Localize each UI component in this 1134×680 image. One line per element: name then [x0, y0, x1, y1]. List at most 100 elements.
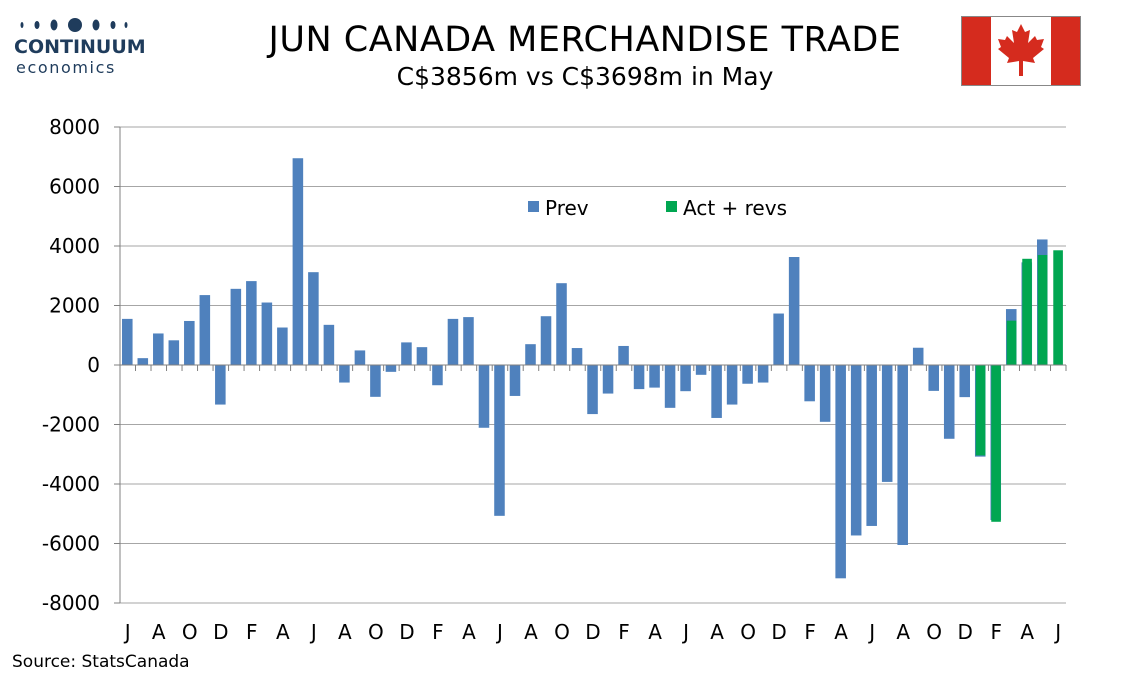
x-tick-label: A [648, 620, 662, 644]
x-tick-label: O [368, 620, 384, 644]
x-tick-label: J [1053, 620, 1061, 644]
bar-prev [773, 313, 784, 365]
y-tick-label: -2000 [42, 413, 100, 437]
bar-prev [246, 281, 257, 365]
x-tick-label: D [213, 620, 228, 644]
bar-prev [649, 365, 660, 388]
bar-prev [943, 365, 955, 439]
y-tick-label: 6000 [49, 175, 100, 199]
bar-act-revs [1022, 258, 1032, 365]
legend: Prev Act + revs [528, 196, 787, 220]
x-tick-label: A [338, 620, 352, 644]
bar-prev [695, 365, 707, 375]
bar-prev [199, 295, 211, 365]
bar-prev [323, 324, 335, 365]
x-tick-label: F [618, 620, 630, 644]
grid-lines [120, 126, 1066, 604]
bar-prev [928, 365, 939, 391]
bar-prev [494, 365, 505, 516]
bar-prev [835, 365, 846, 579]
bar-prev [478, 365, 490, 428]
x-tick-label: A [524, 620, 538, 644]
bar-prev [587, 365, 598, 415]
bar-prev [292, 158, 304, 365]
bar-prev [726, 365, 738, 405]
x-tick-label: D [771, 620, 786, 644]
bar-prev [711, 365, 722, 418]
axes [114, 126, 1067, 604]
x-tick-label: D [585, 620, 600, 644]
y-tick-label: -8000 [42, 591, 100, 615]
bar-prev [571, 348, 583, 365]
x-tick-label: F [246, 620, 258, 644]
bar-prev [168, 340, 180, 365]
chart-subtitle: C$3856m vs C$3698m in May [396, 62, 774, 91]
bar-prev [432, 365, 443, 386]
bar-prev [370, 365, 381, 397]
bar-prev [339, 365, 350, 383]
bar-act-revs [1053, 250, 1063, 365]
bar-prev [509, 365, 521, 396]
x-tick-label: O [182, 620, 198, 644]
bar-prev [618, 345, 629, 365]
bar-prev [633, 365, 645, 390]
bar-act-revs [991, 365, 1001, 522]
y-tick-label: -4000 [42, 472, 100, 496]
bar-prev [308, 272, 319, 365]
x-tick-label: O [554, 620, 570, 644]
bar-act-revs [1006, 320, 1017, 365]
x-tick-label: A [1020, 620, 1034, 644]
bar-prev [401, 342, 412, 365]
legend-swatch-act-revs [666, 201, 677, 212]
x-tick-label: J [495, 620, 503, 644]
bar-prev [463, 317, 474, 365]
legend-label-prev: Prev [545, 196, 589, 220]
chart-title: JUN CANADA MERCHANDISE TRADE [268, 20, 902, 60]
x-tick-label: O [926, 620, 942, 644]
x-tick-label: J [123, 620, 131, 644]
bar-prev [385, 365, 397, 372]
x-tick-label: D [399, 620, 414, 644]
x-tick-label: A [276, 620, 290, 644]
bar-act-revs [975, 365, 986, 456]
y-tick-label: 8000 [49, 115, 100, 139]
bar-prev [881, 365, 893, 482]
bar-prev [819, 365, 831, 422]
x-tick-label: F [432, 620, 444, 644]
bar-prev [788, 257, 800, 365]
bar-prev [354, 350, 366, 365]
bar-prev [680, 365, 691, 392]
continuum-economics-logo: CONTINUUM economics [14, 14, 146, 77]
x-tick-label: F [804, 620, 816, 644]
x-tick-label: A [710, 620, 724, 644]
bar-prev [447, 318, 459, 365]
bar-prev [742, 365, 753, 384]
x-tick-label: D [957, 620, 972, 644]
y-tick-label: 0 [87, 353, 100, 377]
bar-prev [153, 333, 164, 365]
x-tick-label: A [896, 620, 910, 644]
bar-prev [959, 365, 971, 398]
bar-prev [277, 327, 288, 365]
bar-prev [122, 318, 133, 365]
bar-prev [525, 344, 536, 365]
logo-sub: economics [16, 58, 116, 77]
bar-prev [540, 316, 552, 365]
x-tick-label: O [740, 620, 756, 644]
x-tick-label: A [834, 620, 848, 644]
x-tick-label: J [309, 620, 317, 644]
bar-prev [866, 365, 877, 526]
bar-prev [230, 288, 242, 365]
y-tick-labels: 8000 6000 4000 2000 0 -2000 -4000 -6000 -8000 [42, 115, 100, 615]
bar-prev [897, 365, 908, 545]
bar-prev [664, 365, 676, 408]
canada-flag-icon [961, 16, 1081, 86]
bar-prev [184, 320, 195, 365]
y-tick-label: 2000 [49, 294, 100, 318]
x-tick-label: A [462, 620, 476, 644]
bar-prev [137, 358, 149, 365]
logo-brand: CONTINUUM [14, 36, 146, 58]
x-tick-label: J [681, 620, 689, 644]
x-tick-label: J [867, 620, 875, 644]
bar-prev [602, 365, 614, 394]
